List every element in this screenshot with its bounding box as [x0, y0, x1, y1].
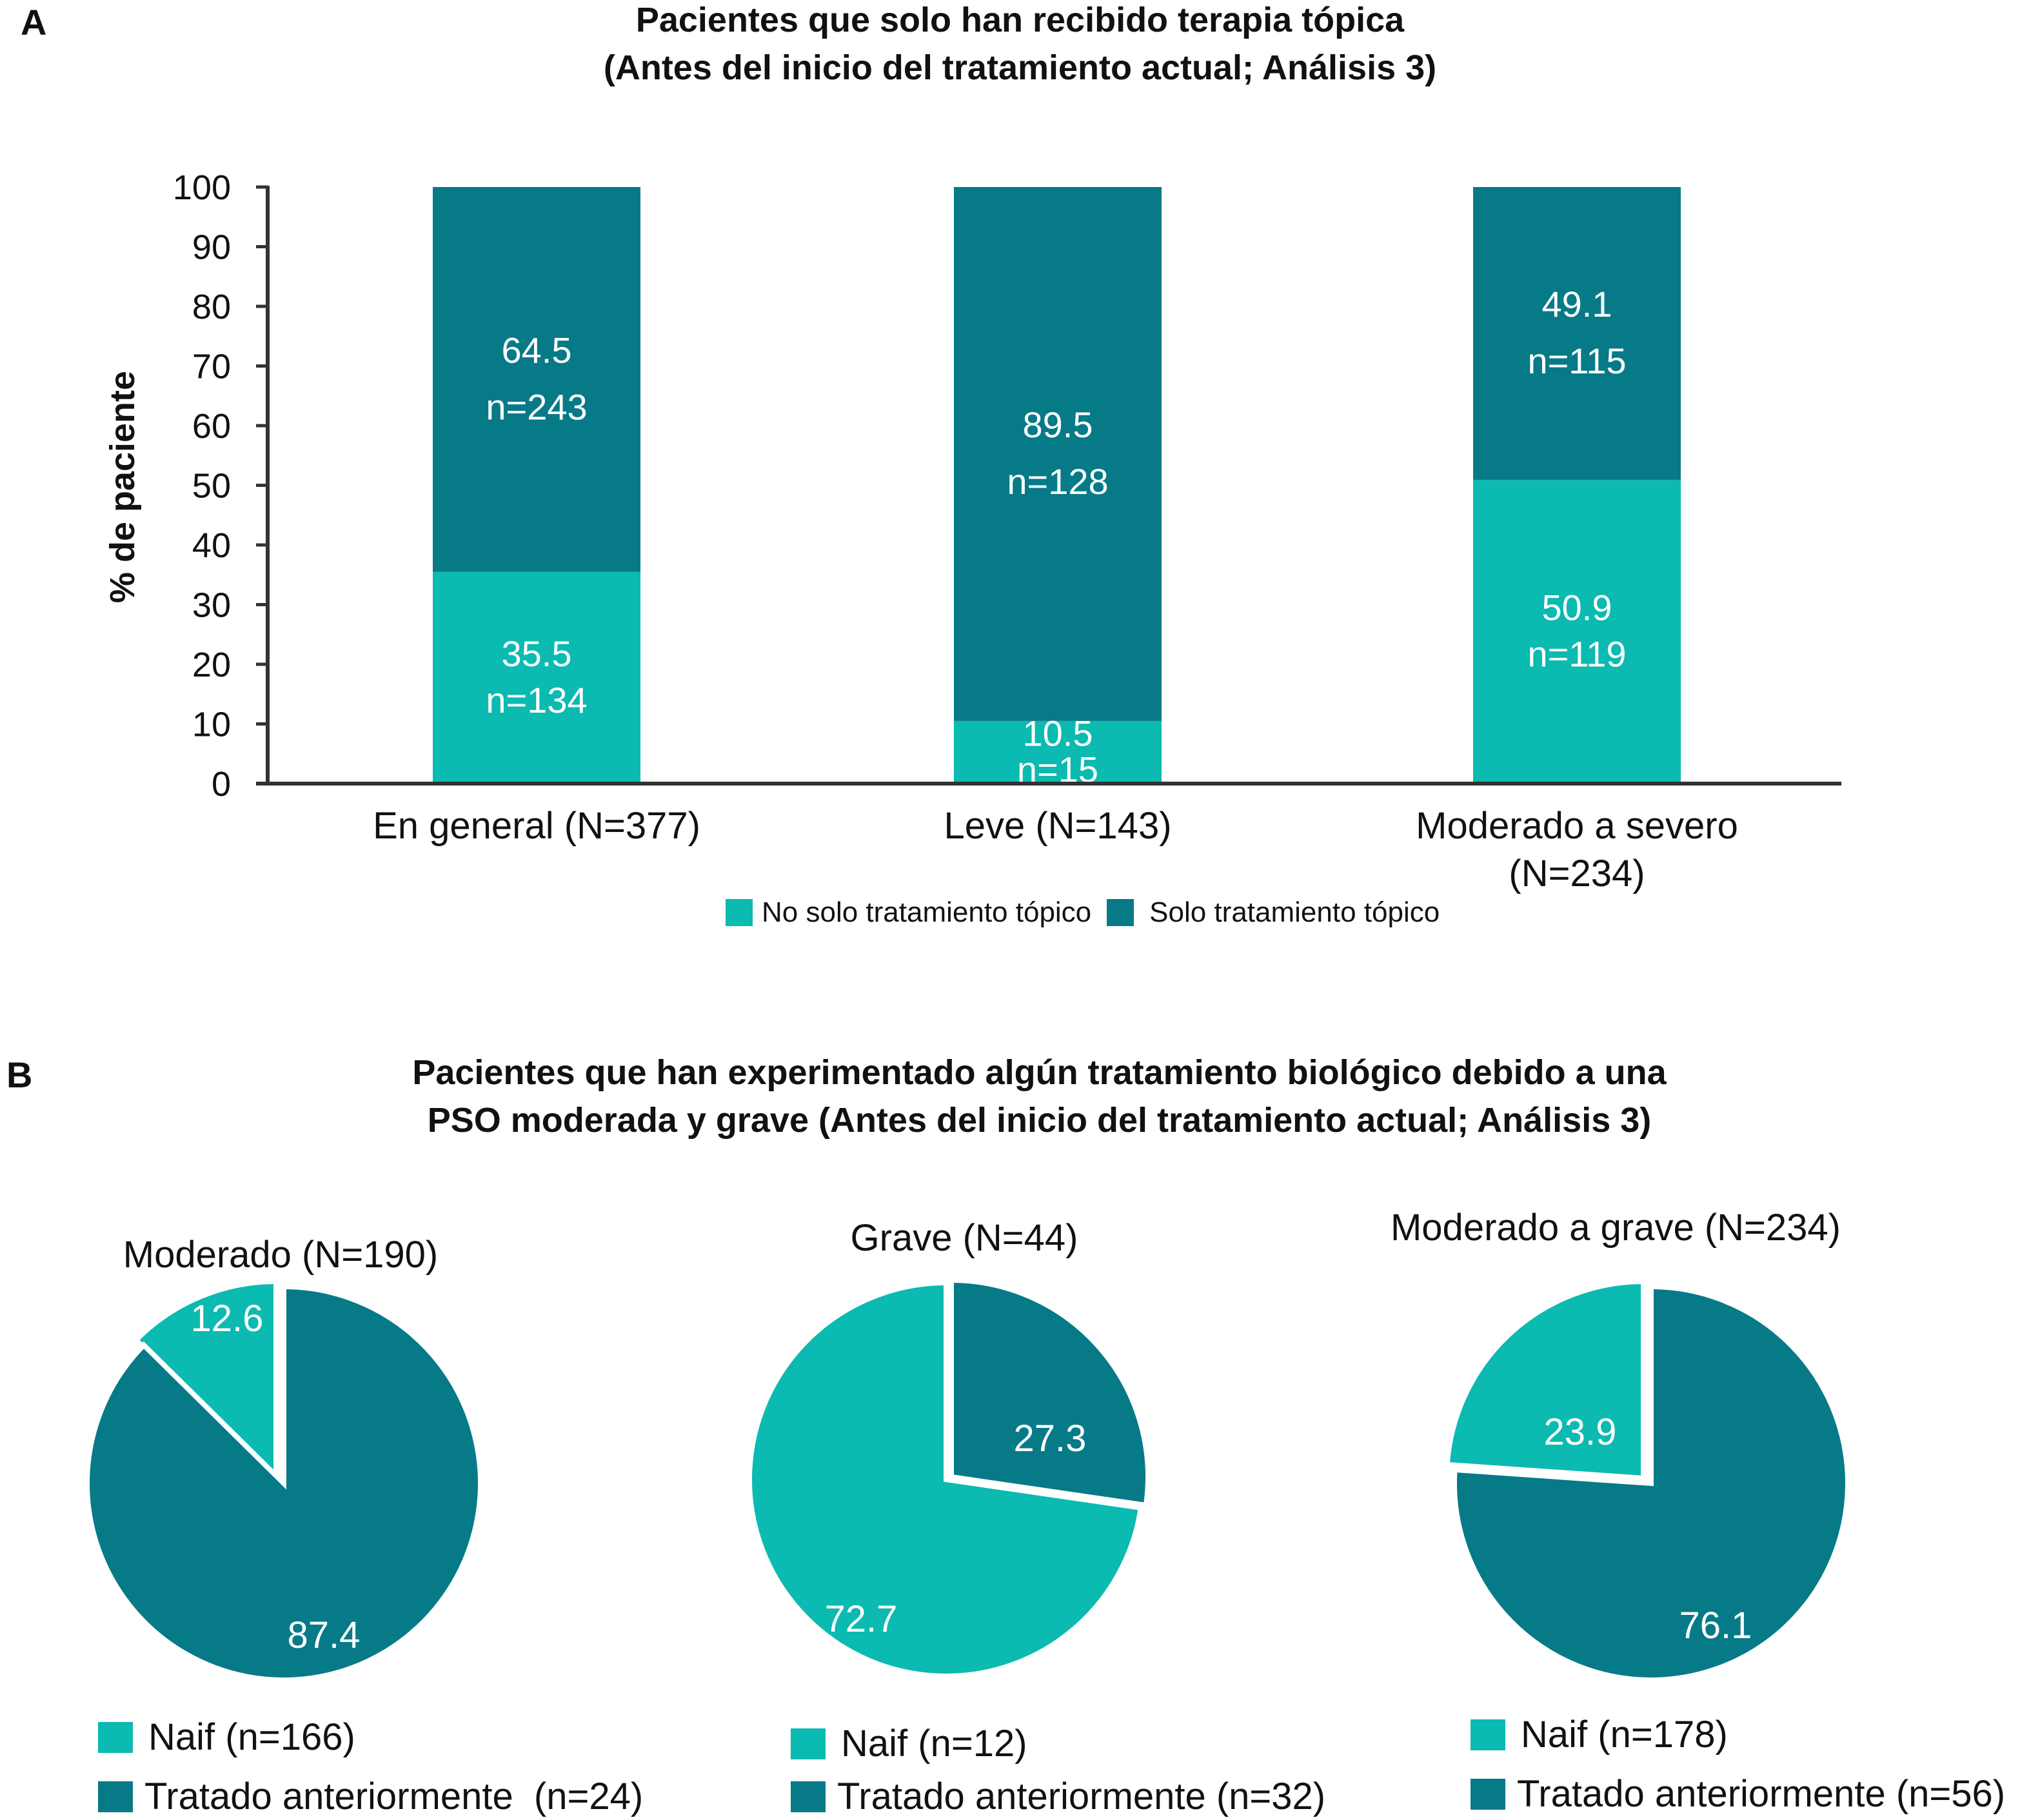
- panel-b-title-line1: Pacientes que han experimentado algún tr…: [412, 1053, 1667, 1092]
- bar-segment-solo: [1473, 187, 1681, 480]
- y-tick-label: 50: [192, 467, 231, 506]
- x-category-label: En general (N=377): [373, 805, 700, 847]
- pie3-slice-naif: [1444, 1278, 1646, 1481]
- pie-charts: 12.6 87.4 72.7 27.3 23.9 76.1: [84, 1277, 1850, 1683]
- bar-count-label: n=115: [1527, 341, 1626, 381]
- x-category-label: (N=234): [1509, 853, 1645, 895]
- pie1-legend-label-tratado: Tratado anteriormente (n=24): [144, 1775, 644, 1817]
- pie3-legend-naif: Naif (n=178): [1471, 1713, 1728, 1756]
- y-tick-label: 80: [192, 288, 231, 326]
- pie3-slice-tratado: [1452, 1283, 1850, 1683]
- pie1-legend-naif: Naif (n=166): [98, 1716, 355, 1759]
- pie-title-moderado: Moderado (N=190): [123, 1234, 439, 1276]
- panel-a-title-line2: (Antes del inicio del tratamiento actual…: [603, 48, 1437, 87]
- bar-segment-no-solo: [1473, 480, 1681, 784]
- bar-segment-solo: [433, 187, 640, 572]
- pie3-legend-swatch-tratado: [1471, 1778, 1505, 1810]
- x-category-label: Moderado a severo: [1416, 805, 1738, 847]
- y-tick-label: 60: [192, 407, 231, 446]
- panel-a-title: Pacientes que solo han recibido terapia …: [0, 0, 2040, 92]
- y-tick-label: 20: [192, 646, 231, 684]
- pie2-legend-swatch-naif: [791, 1728, 826, 1759]
- pie2-data-label: 27.3: [1014, 1418, 1087, 1459]
- y-tick-label: 30: [192, 586, 231, 625]
- pie2-legend-label-tratado: Tratado anteriormente (n=32): [837, 1775, 1326, 1817]
- y-axis-label: % de paciente: [103, 371, 142, 603]
- bar-segment-no-solo: [954, 720, 1162, 784]
- pie1-legend-tratado: Tratado anteriormente (n=24): [98, 1775, 643, 1818]
- bar-legend: No solo tratamiento tópico Solo tratamie…: [726, 896, 1440, 929]
- bar-segment-solo: [954, 187, 1162, 721]
- y-tick-label: 0: [212, 765, 231, 804]
- bar-count-label: n=134: [486, 680, 587, 720]
- panel-b-title-line2: PSO moderada y grave (Antes del inicio d…: [427, 1101, 1652, 1140]
- y-tick-label: 70: [192, 348, 231, 386]
- pie2-legend-label-naif: Naif (n=12): [841, 1723, 1027, 1765]
- panel-a-letter: A: [21, 2, 47, 43]
- panel-a-title-line1: Pacientes que solo han recibido terapia …: [635, 1, 1405, 39]
- pie3-data-label: 76.1: [1679, 1605, 1752, 1647]
- y-tick-label: 90: [192, 228, 231, 267]
- pie1-legend-swatch-tratado: [98, 1781, 133, 1812]
- pie2-slice-tratado: [949, 1277, 1151, 1508]
- pie-title-grave: Grave (N=44): [850, 1217, 1078, 1259]
- y-tick-label: 40: [192, 526, 231, 565]
- bar-count-label: n=243: [486, 386, 587, 427]
- bar-count-label: n=119: [1527, 634, 1626, 675]
- bar-data-label: 89.5: [1023, 404, 1093, 445]
- y-tick-label: 100: [173, 168, 231, 207]
- bar-data-label: 10.5: [1023, 713, 1093, 753]
- pie3-legend-label-naif: Naif (n=178): [1521, 1714, 1728, 1756]
- bar-data-label: 35.5: [502, 633, 572, 674]
- stacked-bar-chart: % de paciente 0 10 20 30 40 50 60 70 80 90 100 35.5 n…: [103, 168, 1841, 895]
- legend-label-no-solo: No solo tratamiento tópico: [762, 896, 1092, 928]
- bar-data-label: 49.1: [1542, 284, 1612, 324]
- panel-b-letter: B: [6, 1054, 33, 1095]
- pie3-legend-tratado: Tratado anteriormente (n=56): [1471, 1772, 2005, 1815]
- bar-data-label: 50.9: [1542, 588, 1612, 628]
- pie3-legend-swatch-naif: [1471, 1719, 1505, 1750]
- bar-segment-no-solo: [433, 571, 640, 784]
- pie1-legend-swatch-naif: [98, 1721, 133, 1753]
- legend-swatch-solo: [1107, 899, 1134, 926]
- bar-count-label: n=128: [1007, 461, 1108, 502]
- y-tick-label: 10: [192, 706, 231, 744]
- panel-b-title: Pacientes que han experimentado algún tr…: [0, 1049, 2040, 1144]
- pie2-data-label: 72.7: [825, 1598, 898, 1640]
- pie2-legend-tratado: Tratado anteriormente (n=32): [791, 1775, 1325, 1818]
- pie1-data-label: 12.6: [191, 1298, 264, 1340]
- bar-data-label: 64.5: [502, 330, 572, 370]
- pie2-legend-naif: Naif (n=12): [791, 1722, 1027, 1765]
- x-category-label: Leve (N=143): [944, 805, 1171, 847]
- pie3-data-label: 23.9: [1544, 1411, 1617, 1453]
- pie2-legend-swatch-tratado: [791, 1781, 826, 1812]
- pie1-legend-label-naif: Naif (n=166): [148, 1716, 355, 1758]
- pie1-data-label: 87.4: [288, 1614, 361, 1656]
- pie1-slice-naif: [132, 1278, 279, 1485]
- pie3-legend-label-tratado: Tratado anteriormente (n=56): [1517, 1773, 2006, 1815]
- pie2-slice-naif: [747, 1280, 1144, 1679]
- legend-swatch-no-solo: [726, 899, 753, 926]
- pie-title-moderado-a-grave: Moderado a grave (N=234): [1390, 1207, 1841, 1249]
- pie1-slice-tratado: [84, 1283, 483, 1683]
- legend-label-solo: Solo tratamiento tópico: [1149, 896, 1440, 928]
